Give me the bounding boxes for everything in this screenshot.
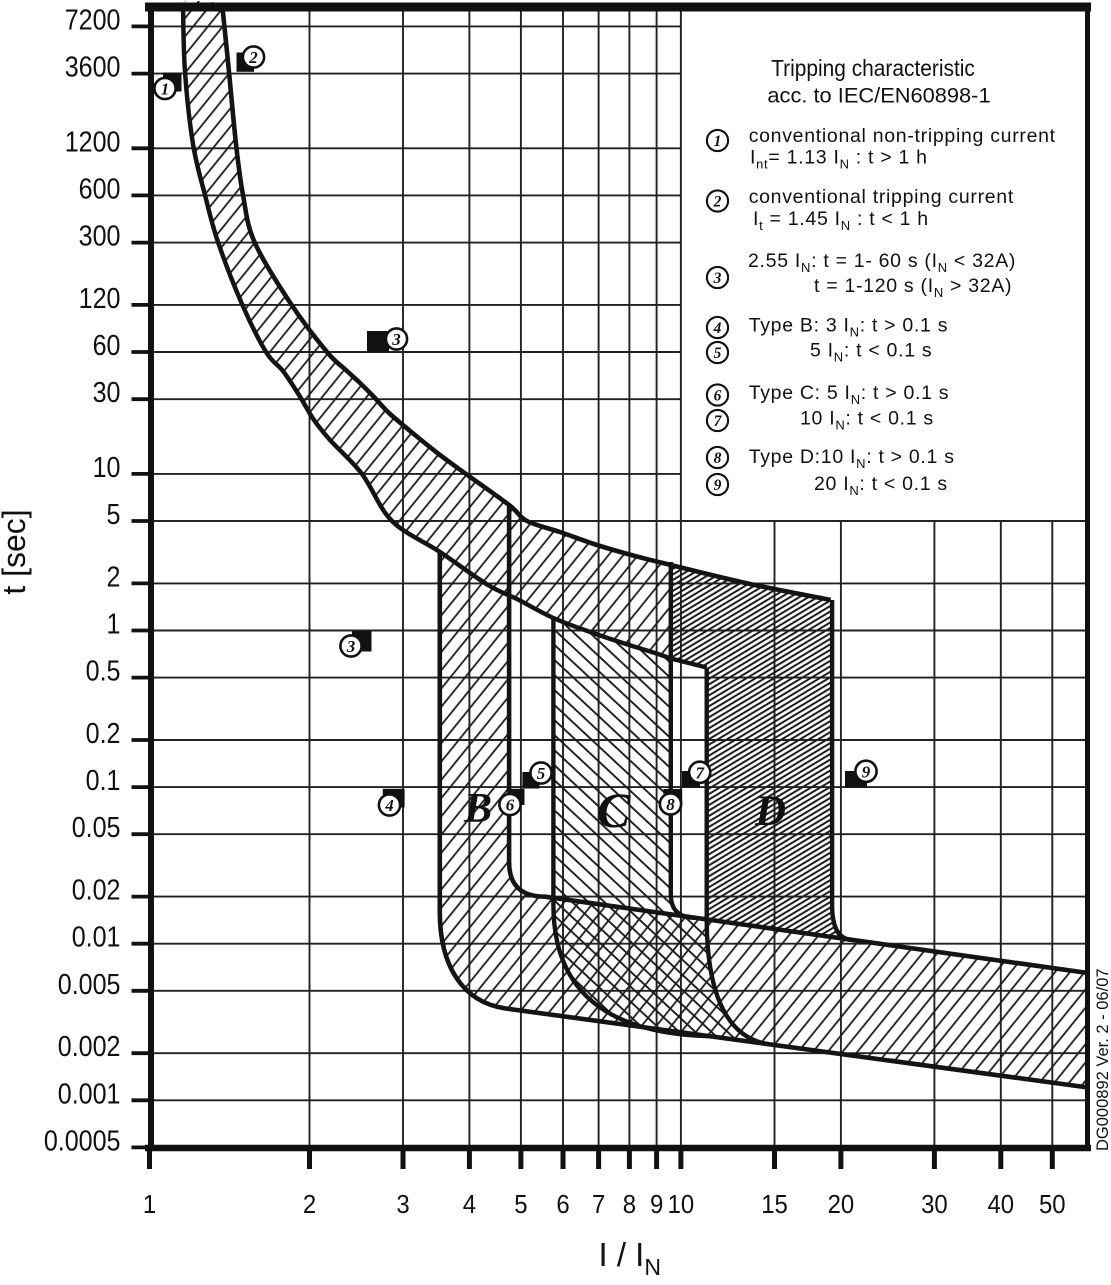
svg-text:3: 3 [713,270,722,287]
svg-text:6: 6 [506,796,515,815]
svg-text:4: 4 [463,1190,476,1219]
svg-text:2.55 IN: t = 1- 60 s (IN < 32A: 2.55 IN: t = 1- 60 s (IN < 32A) [748,250,1016,275]
svg-text:5: 5 [107,499,121,531]
svg-text:2: 2 [303,1190,316,1219]
svg-text:10 IN: t < 0.1 s: 10 IN: t < 0.1 s [800,408,934,433]
svg-text:conventional tripping current: conventional tripping current [749,186,1014,208]
svg-text:Tripping characteristic: Tripping characteristic [771,55,975,81]
svg-text:Int= 1.13 IN : t > 1 h: Int= 1.13 IN : t > 1 h [750,147,928,172]
svg-text:0.002: 0.002 [58,1031,121,1063]
svg-text:60: 60 [93,330,121,362]
svg-text:20 IN: t < 0.1 s: 20 IN: t < 0.1 s [814,473,948,498]
svg-text:4: 4 [384,796,394,815]
svg-text:3: 3 [391,330,401,349]
svg-text:5: 5 [514,1190,527,1219]
svg-text:10: 10 [668,1190,695,1219]
svg-text:DG000892 Ver. 2 - 06/07: DG000892 Ver. 2 - 06/07 [1094,968,1111,1151]
svg-text:40: 40 [987,1190,1014,1219]
svg-text:30: 30 [93,377,121,409]
svg-text:2: 2 [248,48,258,67]
svg-text:120: 120 [79,282,121,314]
svg-text:0.02: 0.02 [72,874,121,906]
svg-text:0.1: 0.1 [86,765,121,797]
svg-text:5: 5 [537,764,546,783]
svg-text:Type B: 3 IN: t > 0.1 s: Type B: 3 IN: t > 0.1 s [749,315,948,340]
svg-text:1200: 1200 [65,126,121,158]
svg-text:15: 15 [761,1190,788,1219]
svg-text:5: 5 [714,345,722,362]
svg-text:1: 1 [107,608,121,640]
svg-text:7: 7 [592,1190,605,1219]
svg-text:t = 1-120 s (IN > 32A): t = 1-120 s (IN > 32A) [814,275,1012,300]
svg-text:Type D:10 IN: t > 0.1 s: Type D:10 IN: t > 0.1 s [749,446,955,471]
svg-text:D: D [754,788,786,835]
svg-text:B: B [463,786,492,832]
svg-text:9: 9 [714,477,722,494]
svg-text:0.05: 0.05 [72,812,121,844]
svg-text:0.005: 0.005 [58,968,121,1000]
svg-text:50: 50 [1039,1190,1066,1219]
svg-text:0.2: 0.2 [86,718,121,750]
svg-text:5 IN: t < 0.1 s: 5 IN: t < 0.1 s [810,340,932,365]
svg-text:3600: 3600 [65,51,121,83]
svg-text:20: 20 [828,1190,855,1219]
svg-text:8: 8 [714,450,722,467]
svg-text:8: 8 [666,795,675,814]
svg-text:6: 6 [714,388,722,405]
svg-text:It = 1.45 IN : t < 1 h: It = 1.45 IN : t < 1 h [753,208,929,233]
svg-text:2: 2 [713,194,722,211]
svg-text:7: 7 [695,763,705,782]
svg-text:t [sec]: t [sec] [0,509,32,594]
svg-text:8: 8 [623,1190,636,1219]
svg-text:3: 3 [396,1190,409,1219]
svg-text:0.0005: 0.0005 [44,1125,121,1157]
svg-text:4: 4 [713,320,722,337]
svg-text:1: 1 [714,133,722,150]
svg-text:7200: 7200 [65,4,121,36]
svg-text:6: 6 [556,1190,569,1219]
svg-text:0.01: 0.01 [72,921,121,953]
svg-text:9: 9 [862,762,871,781]
svg-text:600: 600 [79,173,121,205]
svg-text:300: 300 [79,220,121,252]
svg-text:0.5: 0.5 [86,655,121,687]
svg-text:acc. to IEC/EN60898-1: acc. to IEC/EN60898-1 [767,84,990,108]
svg-text:9: 9 [650,1190,663,1219]
svg-text:10: 10 [93,451,121,483]
svg-text:conventional non-tripping curr: conventional non-tripping current [749,125,1056,147]
svg-text:Type C: 5 IN: t > 0.1 s: Type C: 5 IN: t > 0.1 s [749,382,950,407]
svg-text:0.001: 0.001 [58,1078,121,1110]
svg-text:1: 1 [143,1190,156,1219]
svg-text:7: 7 [714,413,723,430]
svg-text:2: 2 [107,561,121,593]
svg-text:C: C [597,782,631,838]
svg-text:1: 1 [161,80,170,99]
svg-text:3: 3 [346,637,356,656]
svg-text:30: 30 [921,1190,948,1219]
